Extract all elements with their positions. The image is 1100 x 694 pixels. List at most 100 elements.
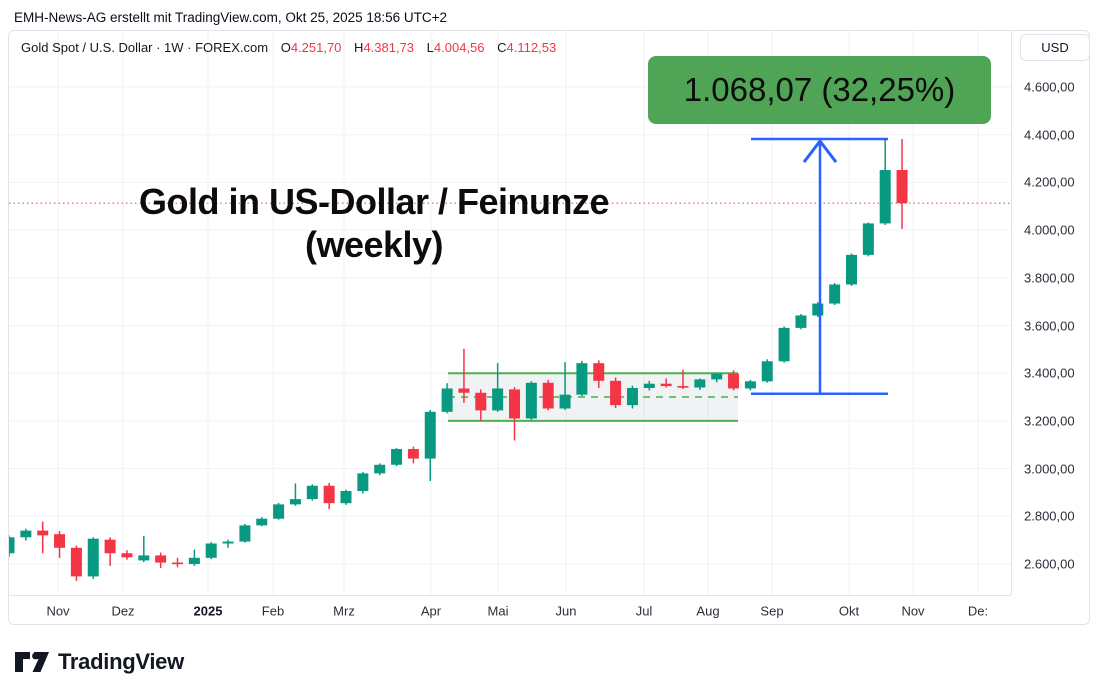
candle-body[interactable] <box>391 449 403 465</box>
candle-body[interactable] <box>525 382 537 419</box>
candle-body[interactable] <box>896 169 908 204</box>
low-value: 4.004,56 <box>433 40 485 55</box>
candle-body[interactable] <box>862 223 874 255</box>
chart-title-line1: Gold in US-Dollar / Feinunze <box>138 181 610 222</box>
candle-body[interactable] <box>846 254 857 285</box>
price-tick-label: 3.800,00 <box>1024 270 1075 286</box>
candle-body[interactable] <box>273 504 285 519</box>
time-tick-label: Mrz <box>333 603 355 619</box>
candle-body[interactable] <box>744 381 756 389</box>
candle-body[interactable] <box>357 473 369 492</box>
time-tick-label: Jun <box>555 603 577 619</box>
candle-body[interactable] <box>492 388 504 411</box>
time-tick-label: Jul <box>635 603 653 619</box>
symbol-name[interactable]: Gold Spot / U.S. Dollar · 1W · FOREX.com <box>21 40 269 55</box>
symbol-legend[interactable]: Gold Spot / U.S. Dollar · 1W · FOREX.com… <box>21 40 556 55</box>
candle-body[interactable] <box>795 315 807 328</box>
time-tick-label: Feb <box>261 603 285 619</box>
candle-body[interactable] <box>879 169 891 224</box>
candle-body[interactable] <box>155 555 167 563</box>
time-tick-label: Okt <box>838 603 860 619</box>
open-key: O <box>280 40 291 55</box>
candle-body[interactable] <box>138 555 150 561</box>
price-tick-label: 2.800,00 <box>1024 508 1075 524</box>
time-tick-label: Aug <box>696 603 720 619</box>
time-tick-label: Dez <box>111 603 135 619</box>
attribution-text: EMH-News-AG erstellt mit TradingView.com… <box>14 10 448 25</box>
close-value: 4.112,53 <box>506 40 557 55</box>
candle-body[interactable] <box>761 361 773 382</box>
candle-body[interactable] <box>728 373 740 389</box>
tradingview-logo-icon <box>15 652 49 672</box>
high-value: 4.381,73 <box>363 40 415 55</box>
price-tick-label: 4.400,00 <box>1024 127 1075 143</box>
price-tick-label: 3.400,00 <box>1024 365 1075 381</box>
candle-body[interactable] <box>205 543 217 558</box>
price-tick-label: 3.000,00 <box>1024 461 1075 477</box>
candle-body[interactable] <box>87 538 99 577</box>
candle-body[interactable] <box>70 547 82 577</box>
high-key: H <box>354 40 364 55</box>
candle-body[interactable] <box>424 411 436 459</box>
candle-body[interactable] <box>407 449 419 459</box>
candle-body[interactable] <box>694 379 706 388</box>
candle-body[interactable] <box>542 382 554 409</box>
candle-body[interactable] <box>593 363 605 381</box>
low-key: L <box>426 40 434 55</box>
candle-body[interactable] <box>374 464 386 474</box>
price-tick-label: 4.200,00 <box>1024 174 1075 190</box>
candle-body[interactable] <box>643 383 655 388</box>
price-tick-label: 4.000,00 <box>1024 222 1075 238</box>
candle-body[interactable] <box>20 530 32 538</box>
candle-body[interactable] <box>323 485 335 504</box>
candle-body[interactable] <box>677 386 689 388</box>
candle-body[interactable] <box>306 485 318 500</box>
candle-body[interactable] <box>576 363 588 395</box>
candle-body[interactable] <box>289 499 301 505</box>
time-tick-label: Apr <box>420 603 442 619</box>
candle-body[interactable] <box>660 383 672 387</box>
candle-body[interactable] <box>812 303 824 316</box>
candle-body[interactable] <box>104 539 116 554</box>
candle-body[interactable] <box>559 394 571 409</box>
chart-container[interactable]: Gold Spot / U.S. Dollar · 1W · FOREX.com… <box>8 30 1090 625</box>
price-tick-label: 2.600,00 <box>1024 556 1075 572</box>
price-tick-label: 3.600,00 <box>1024 318 1075 333</box>
time-tick-label: 2025 <box>193 603 223 619</box>
candle-body[interactable] <box>610 380 622 406</box>
candle-body[interactable] <box>37 530 49 536</box>
candle-body[interactable] <box>441 388 453 412</box>
candle-body[interactable] <box>172 562 183 565</box>
currency-badge[interactable]: USD <box>1020 34 1089 61</box>
candle-body[interactable] <box>188 557 200 564</box>
candle-body[interactable] <box>256 518 268 526</box>
candle-body[interactable] <box>711 373 723 380</box>
candle-body[interactable] <box>9 537 15 554</box>
candle-body[interactable] <box>626 387 638 406</box>
candle-body[interactable] <box>239 525 251 542</box>
chart-title-annotation: Gold in US-Dollar / Feinunze (weekly) <box>64 180 684 266</box>
candle-body[interactable] <box>54 534 66 548</box>
price-tick-label: 3.200,00 <box>1024 413 1075 429</box>
open-value: 4.251,70 <box>290 40 342 55</box>
time-tick-label: De: <box>967 603 989 619</box>
close-key: C <box>497 40 507 55</box>
tradingview-wordmark: TradingView <box>58 649 184 674</box>
candle-body[interactable] <box>121 553 133 558</box>
time-tick-label: Sep <box>760 603 784 619</box>
tradingview-footer[interactable]: TradingView <box>14 648 184 676</box>
measure-arrow-head <box>802 138 838 163</box>
chart-title-line2: (weekly) <box>304 224 444 265</box>
candle-body[interactable] <box>458 388 470 393</box>
measure-label-box[interactable]: 1.068,07 (32,25%) <box>648 56 991 124</box>
price-axis[interactable]: USD 4.600,00 4.400,00 4.200,00 4.000,00 3.80… <box>1011 31 1089 595</box>
candle-body[interactable] <box>475 392 487 411</box>
price-tick-label: 4.600,00 <box>1024 79 1075 95</box>
candle-body[interactable] <box>222 541 234 544</box>
time-axis[interactable]: Nov Dez 2025 Feb Mrz Apr Mai Jun Jul Aug Sep Okt Nov… <box>9 595 1011 624</box>
candle-body[interactable] <box>340 491 352 504</box>
candlestick-plot[interactable] <box>9 31 1011 595</box>
candle-body[interactable] <box>509 389 520 419</box>
candle-body[interactable] <box>778 327 790 362</box>
candle-body[interactable] <box>829 284 841 304</box>
